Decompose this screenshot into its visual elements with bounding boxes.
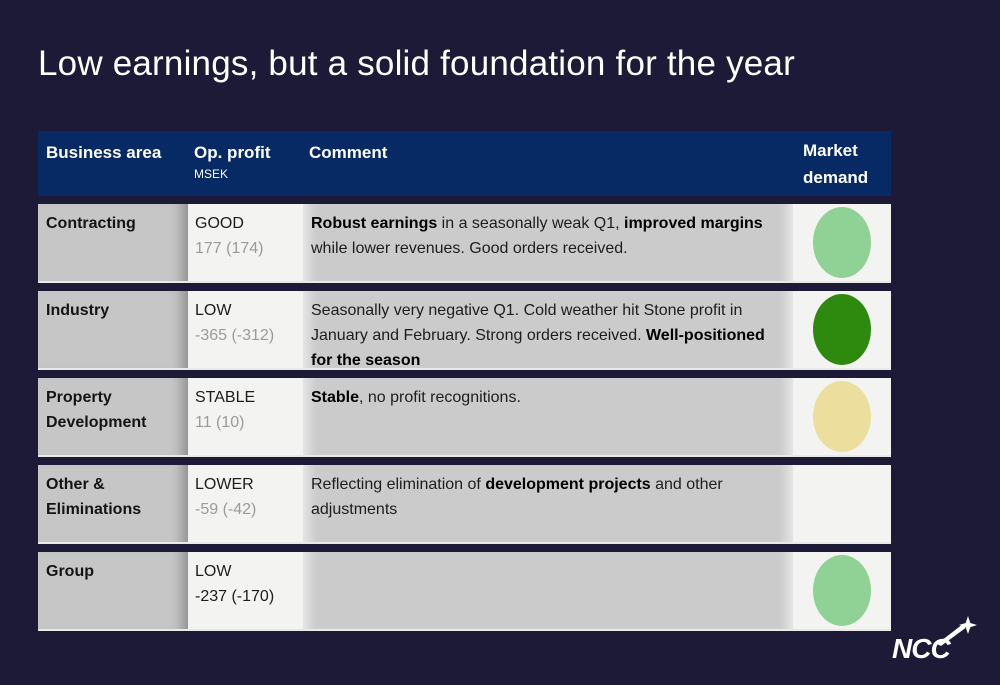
- op-profit-value: -237 (-170): [195, 588, 275, 605]
- business-area-label: Contracting: [46, 215, 136, 232]
- header-op-profit-label: Op. profit: [194, 143, 271, 162]
- slide-title: Low earnings, but a solid foundation for…: [38, 44, 795, 83]
- table-row: Other & Eliminations LOWER -59 (-42) Ref…: [38, 465, 891, 544]
- results-table: Business area Op. profit MSEK Comment Ma…: [38, 131, 891, 631]
- market-demand-indicator: [813, 381, 871, 452]
- market-demand-cell: [793, 465, 891, 542]
- comment-cell: Robust earnings in a seasonally weak Q1,…: [303, 204, 793, 281]
- header-business-area-label: Business area: [46, 143, 162, 162]
- column-header-op-profit: Op. profit MSEK: [188, 131, 303, 196]
- market-demand-indicator: [813, 294, 871, 365]
- op-profit-status: STABLE: [195, 389, 256, 406]
- op-profit-cell: LOWER -59 (-42): [188, 465, 303, 542]
- ncc-logo: NCC: [892, 616, 977, 665]
- op-profit-value: 177 (174): [195, 240, 264, 257]
- ncc-star-icon: [937, 616, 977, 646]
- table-row: Industry LOW -365 (-312) Seasonally very…: [38, 291, 891, 370]
- market-demand-cell: [793, 291, 891, 368]
- header-op-profit-unit: MSEK: [194, 167, 229, 181]
- op-profit-cell: STABLE 11 (10): [188, 378, 303, 455]
- op-profit-status: LOW: [195, 302, 232, 319]
- market-demand-cell: [793, 204, 891, 281]
- op-profit-value: -365 (-312): [195, 327, 275, 344]
- op-profit-cell: LOW -365 (-312): [188, 291, 303, 368]
- column-header-business-area: Business area: [38, 131, 188, 196]
- table-row: Group LOW -237 (-170): [38, 552, 891, 631]
- business-area-cell: Group: [38, 552, 188, 629]
- table-row: Property Development STABLE 11 (10) Stab…: [38, 378, 891, 457]
- table-body: Contracting GOOD 177 (174) Robust earnin…: [38, 204, 891, 631]
- comment-cell: Seasonally very negative Q1. Cold weathe…: [303, 291, 793, 369]
- op-profit-value: 11 (10): [195, 414, 245, 431]
- comment-cell: Stable, no profit recognitions.: [303, 378, 793, 455]
- op-profit-value: -59 (-42): [195, 501, 257, 518]
- header-market-demand-label: Market demand: [803, 141, 869, 187]
- op-profit-cell: LOW -237 (-170): [188, 552, 303, 629]
- ncc-logo-text: NCC: [892, 633, 951, 664]
- business-area-label: Property Development: [46, 389, 147, 431]
- business-area-cell: Other & Eliminations: [38, 465, 188, 542]
- op-profit-status: LOW: [195, 563, 232, 580]
- market-demand-cell: [793, 552, 891, 629]
- column-header-market-demand: Market demand: [793, 131, 891, 196]
- business-area-cell: Industry: [38, 291, 188, 368]
- business-area-label: Industry: [46, 302, 110, 319]
- table-row: Contracting GOOD 177 (174) Robust earnin…: [38, 204, 891, 283]
- business-area-cell: Property Development: [38, 378, 188, 455]
- business-area-label: Other & Eliminations: [46, 476, 142, 518]
- business-area-cell: Contracting: [38, 204, 188, 281]
- market-demand-indicator: [813, 207, 871, 278]
- business-area-label: Group: [46, 563, 94, 580]
- op-profit-status: GOOD: [195, 215, 244, 232]
- header-comment-label: Comment: [309, 143, 388, 162]
- market-demand-cell: [793, 378, 891, 455]
- comment-cell: [303, 552, 793, 629]
- table-header-row: Business area Op. profit MSEK Comment Ma…: [38, 131, 891, 196]
- market-demand-indicator: [813, 555, 871, 626]
- comment-cell: Reflecting elimination of development pr…: [303, 465, 793, 542]
- op-profit-status: LOWER: [195, 476, 254, 493]
- op-profit-cell: GOOD 177 (174): [188, 204, 303, 281]
- column-header-comment: Comment: [303, 131, 793, 196]
